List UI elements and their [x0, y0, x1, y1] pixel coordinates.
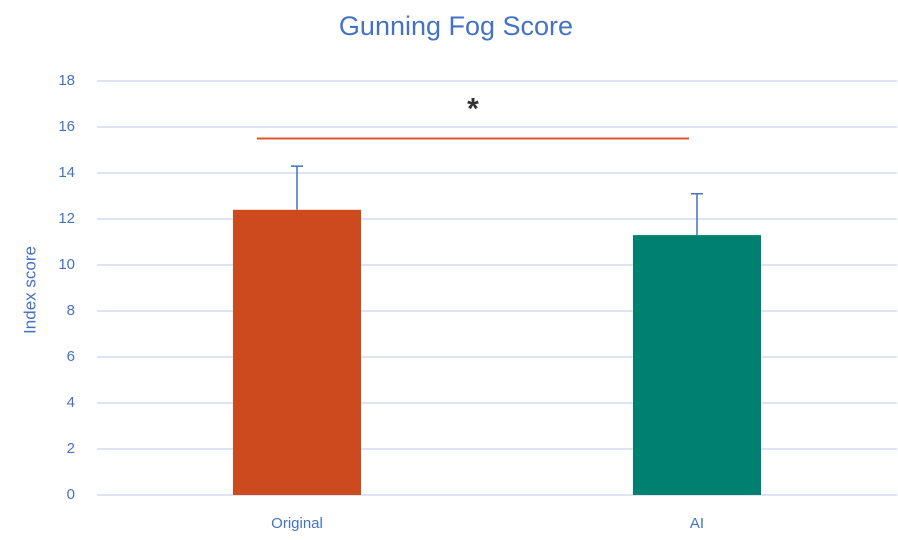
y-tick-label: 2 — [67, 440, 75, 457]
y-tick-label: 18 — [58, 72, 75, 89]
y-axis-label: Index score — [20, 246, 39, 334]
chart-title: Gunning Fog Score — [339, 11, 573, 41]
error-bar — [691, 192, 703, 236]
x-tick-label: Original — [271, 515, 323, 532]
y-tick-label: 6 — [67, 348, 75, 365]
significance-label: * — [467, 92, 479, 125]
y-tick-label: 16 — [58, 118, 75, 135]
y-tick-label: 4 — [67, 394, 75, 411]
error-bar — [291, 165, 303, 210]
bar — [233, 209, 361, 496]
y-tick-label: 0 — [67, 486, 75, 503]
bar — [633, 235, 761, 495]
y-tick-label: 14 — [58, 164, 75, 181]
y-tick-label: 12 — [58, 210, 75, 227]
x-tick-label: AI — [690, 515, 704, 532]
y-tick-label: 10 — [58, 256, 75, 273]
y-tick-label: 8 — [67, 302, 75, 319]
